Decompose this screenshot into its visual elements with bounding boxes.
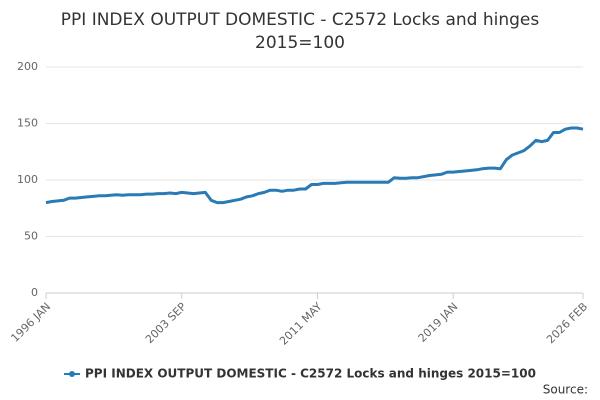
y-tick-label: 200 — [17, 60, 38, 73]
x-tick-label: 1996 JAN — [8, 300, 53, 345]
y-tick-label: 150 — [17, 117, 38, 130]
legend-label: PPI INDEX OUTPUT DOMESTIC - C2572 Locks … — [85, 367, 536, 381]
x-tick-label: 2003 SEP — [143, 300, 189, 346]
y-tick-label: 100 — [17, 173, 38, 186]
chart-title: 2015=100 — [255, 33, 345, 53]
legend-symbol — [69, 371, 75, 377]
chart-title: PPI INDEX OUTPUT DOMESTIC - C2572 Locks … — [61, 10, 540, 30]
x-tick-label: 2026 FEB — [544, 300, 590, 346]
y-tick-label: 50 — [24, 230, 38, 243]
y-tick-label: 0 — [31, 286, 38, 299]
x-tick-label: 2011 MAY — [277, 300, 325, 348]
data-line — [45, 126, 584, 205]
x-tick-label: 2019 JAN — [416, 300, 461, 345]
source: Source: — [543, 383, 588, 397]
